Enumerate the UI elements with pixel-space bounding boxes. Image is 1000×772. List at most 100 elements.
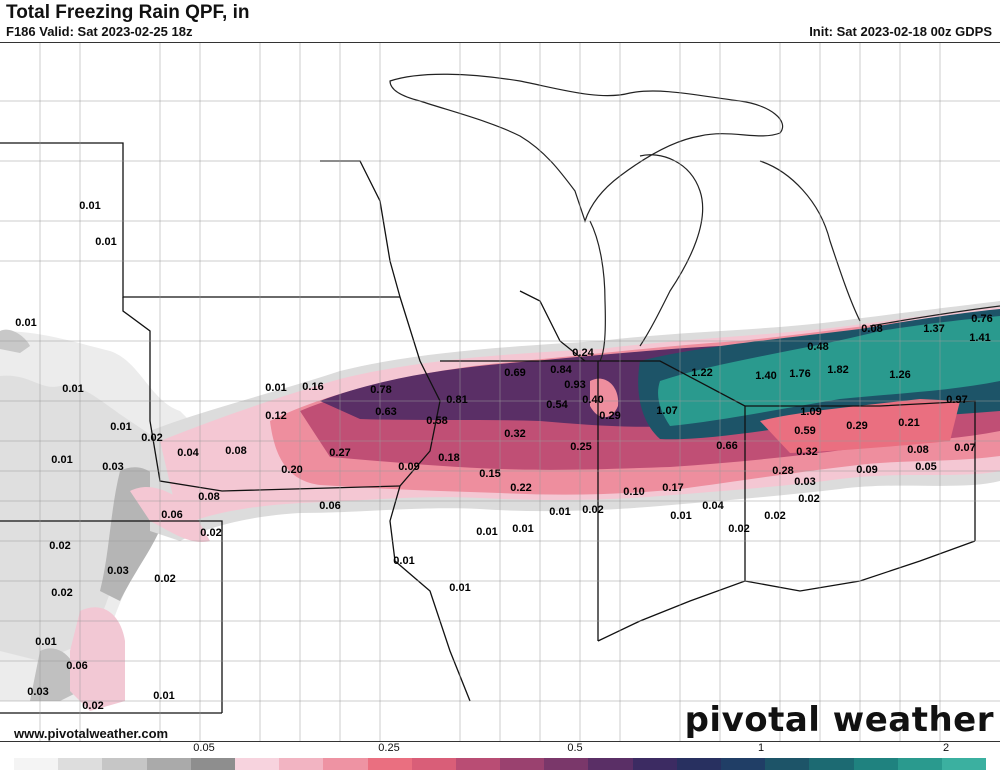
qpf-value-label: 1.09 — [800, 406, 821, 418]
qpf-value-label: 0.01 — [512, 523, 533, 535]
legend-tick: 1 — [757, 742, 765, 754]
legend-swatch — [279, 758, 324, 770]
qpf-value-label: 0.03 — [107, 565, 128, 577]
qpf-value-label: 0.01 — [15, 317, 36, 329]
qpf-value-label: 0.58 — [426, 415, 447, 427]
qpf-value-label: 0.12 — [265, 410, 286, 422]
qpf-value-label: 0.28 — [772, 465, 793, 477]
qpf-value-label: 0.02 — [49, 540, 70, 552]
legend-tick: 0.25 — [378, 742, 400, 754]
qpf-value-label: 0.03 — [794, 476, 815, 488]
qpf-value-label: 0.01 — [51, 454, 72, 466]
legend-tick: 0.5 — [567, 742, 583, 754]
qpf-value-label: 0.06 — [66, 660, 87, 672]
legend-swatch — [455, 758, 501, 770]
map-svg: 0.01 0.01 0.01 0.01 0.01 0.02 0.01 0.03 0.04 0.08… — [0, 43, 1000, 741]
qpf-value-label: 0.54 — [546, 399, 568, 411]
state-borders — [0, 142, 976, 714]
qpf-value-label: 0.27 — [329, 447, 350, 459]
legend-swatch — [14, 758, 59, 770]
qpf-value-label: 0.01 — [393, 555, 414, 567]
qpf-value-label: 0.93 — [564, 379, 585, 391]
qpf-value-label: 0.24 — [572, 347, 594, 359]
qpf-value-label: 0.16 — [302, 381, 323, 393]
qpf-value-label: 0.97 — [946, 394, 967, 406]
legend-swatch — [632, 758, 677, 770]
qpf-value-label: 0.84 — [550, 364, 572, 376]
qpf-value-label: 0.18 — [438, 452, 459, 464]
qpf-value-label: 0.09 — [398, 461, 419, 473]
qpf-value-label: 0.76 — [971, 313, 992, 325]
qpf-value-label: 1.22 — [691, 367, 712, 379]
qpf-value-label: 0.29 — [599, 410, 620, 422]
qpf-value-label: 0.06 — [161, 509, 182, 521]
qpf-value-label: 0.02 — [582, 504, 603, 516]
legend-swatch — [58, 758, 103, 770]
qpf-value-label: 0.32 — [796, 446, 817, 458]
qpf-value-label: 0.22 — [510, 482, 531, 494]
map-area[interactable]: 0.01 0.01 0.01 0.01 0.01 0.02 0.01 0.03 0.04 0.08… — [0, 42, 1000, 742]
qpf-value-label: 0.02 — [51, 587, 72, 599]
qpf-value-label: 0.08 — [861, 323, 882, 335]
qpf-value-label: 1.37 — [923, 323, 944, 335]
qpf-value-label: 0.05 — [915, 461, 936, 473]
legend-tick: 2 — [942, 742, 950, 754]
legend-swatch — [544, 758, 589, 770]
qpf-value-label: 0.08 — [225, 445, 246, 457]
qpf-value-label: 0.07 — [954, 442, 975, 454]
qpf-value-label: 0.20 — [281, 464, 302, 476]
county-grid — [0, 43, 1000, 741]
qpf-value-label: 1.40 — [755, 370, 776, 382]
qpf-value-label: 0.01 — [449, 582, 470, 594]
qpf-value-label: 0.01 — [35, 636, 56, 648]
qpf-value-label: 0.48 — [807, 341, 828, 353]
legend-swatch — [809, 758, 854, 770]
qpf-value-label: 0.02 — [154, 573, 175, 585]
legend-swatch — [721, 758, 766, 770]
qpf-value-label: 0.03 — [27, 686, 48, 698]
legend-swatch — [323, 758, 368, 770]
map-labels: 0.01 0.01 0.01 0.01 0.01 0.02 0.01 0.03 0.04 0.08… — [15, 200, 992, 712]
qpf-value-label: 0.01 — [670, 510, 691, 522]
qpf-value-label: 1.82 — [827, 364, 848, 376]
legend-swatch — [102, 758, 147, 770]
legend-swatch — [941, 758, 987, 770]
qpf-value-label: 0.02 — [728, 523, 749, 535]
qpf-value-label: 0.63 — [375, 406, 396, 418]
valid-time: F186 Valid: Sat 2023-02-25 18z — [6, 24, 193, 39]
legend-swatch — [146, 758, 191, 770]
great-lakes — [389, 73, 1000, 362]
qpf-value-label: 0.03 — [102, 461, 123, 473]
qpf-value-label: 0.21 — [898, 417, 919, 429]
qpf-value-label: 0.02 — [141, 432, 162, 444]
brand-logo: pivotal weather — [684, 700, 994, 740]
qpf-value-label: 0.01 — [153, 690, 174, 702]
qpf-value-label: 0.17 — [662, 482, 683, 494]
qpf-value-label: 0.04 — [177, 447, 199, 459]
website-url[interactable]: www.pivotalweather.com — [14, 726, 169, 741]
qpf-value-label: 0.02 — [200, 527, 221, 539]
qpf-value-label: 0.10 — [623, 486, 644, 498]
qpf-value-label: 0.01 — [62, 383, 83, 395]
legend-swatch — [234, 758, 280, 770]
qpf-value-label: 0.78 — [370, 384, 391, 396]
legend-swatch — [367, 758, 412, 770]
legend-swatch — [190, 758, 235, 770]
legend-swatch — [765, 758, 810, 770]
header: Total Freezing Rain QPF, in F186 Valid: … — [0, 0, 1000, 42]
qpf-value-label: 0.59 — [794, 425, 815, 437]
legend-swatch — [500, 758, 545, 770]
qpf-value-label: 0.02 — [798, 493, 819, 505]
qpf-value-label: 0.69 — [504, 367, 525, 379]
legend-swatch — [853, 758, 898, 770]
qpf-value-label: 0.01 — [95, 236, 116, 248]
qpf-value-label: 0.04 — [702, 500, 724, 512]
legend-swatch — [588, 758, 633, 770]
qpf-value-label: 1.07 — [656, 405, 677, 417]
qpf-value-label: 0.06 — [319, 500, 340, 512]
qpf-value-label: 0.15 — [479, 468, 500, 480]
qpf-value-label: 0.02 — [764, 510, 785, 522]
qpf-value-label: 1.76 — [789, 368, 810, 380]
map-title: Total Freezing Rain QPF, in — [6, 2, 250, 23]
qpf-value-label: 0.01 — [110, 421, 131, 433]
